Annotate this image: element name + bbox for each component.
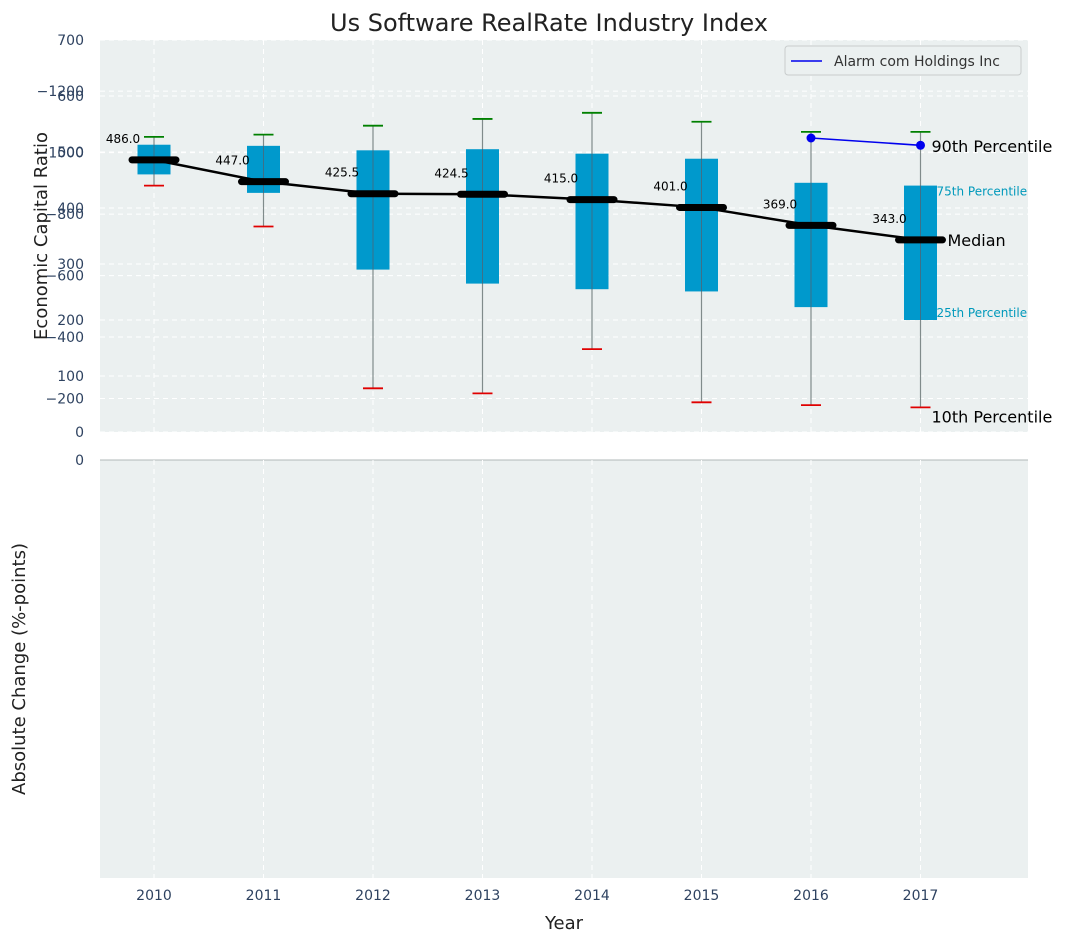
x-tick-label: 2010	[136, 888, 172, 904]
company-point	[916, 140, 925, 150]
x-axis-label: Year	[544, 913, 584, 934]
top-y-tick-label: 700	[57, 33, 84, 49]
legend-frame	[784, 45, 1022, 76]
median-value-label: 425.5	[325, 166, 359, 180]
bottom-y-tick-label: −800	[46, 207, 84, 223]
bottom-y-tick-label: −1200	[37, 84, 84, 100]
annotation-p25: 25th Percentile	[937, 306, 1028, 320]
median-value-label: 369.0	[763, 197, 797, 211]
top-y-tick-label: 600	[57, 89, 84, 105]
legend: Alarm com Holdings Inc	[784, 45, 1022, 76]
annotation-p90: 90th Percentile	[932, 137, 1053, 156]
annotation-median: Median	[948, 231, 1006, 250]
bottom-y-ticks: 0 −200 −400 −600 −800 −1000 −1200	[37, 84, 84, 469]
median-value-label: 424.5	[434, 166, 468, 180]
median-value-label: 486.0	[106, 132, 140, 146]
top-y-tick-label: 300	[57, 257, 84, 273]
top-y-axis-label: Economic Capital Ratio	[31, 132, 52, 340]
top-plot-area	[100, 40, 1028, 432]
x-tick-label: 2014	[574, 888, 610, 904]
median-value-label: 415.0	[544, 172, 578, 186]
top-y-tick-label: 500	[57, 145, 84, 161]
chart-title: Us Software RealRate Industry Index	[330, 9, 768, 37]
x-tick-label: 2016	[793, 888, 829, 904]
top-y-tick-label: 400	[57, 201, 84, 217]
annotation-p75: 75th Percentile	[937, 185, 1028, 199]
top-y-tick-label: 200	[57, 313, 84, 329]
company-line	[810, 137, 921, 147]
legend-label-company: Alarm com Holdings Inc	[834, 54, 1000, 70]
bottom-y-tick-label: 0	[75, 453, 84, 469]
x-tick-label: 2011	[246, 888, 282, 904]
company-series	[806, 133, 925, 150]
median-value-label: 343.0	[872, 212, 906, 226]
median-value-label: 447.0	[215, 154, 249, 168]
company-point	[806, 133, 816, 143]
bottom-y-axis-label: Absolute Change (%-points)	[9, 543, 30, 795]
bottom-y-tick-label: −400	[46, 330, 84, 346]
median-line	[128, 156, 946, 244]
x-ticks: 2010 2011 2012 2013 2014 2015 2016 2017	[136, 888, 938, 904]
median-labels: 486.0 447.0 425.5 424.5 415.0 401.0 369.0 343.0	[106, 132, 907, 226]
top-y-tick-label: 0	[75, 425, 84, 441]
median-value-label: 401.0	[653, 179, 687, 193]
x-tick-label: 2015	[684, 888, 720, 904]
x-tick-label: 2017	[903, 888, 939, 904]
x-tick-label: 2013	[465, 888, 501, 904]
boxes	[137, 144, 937, 320]
top-y-ticks: 0 100 200 300 400 500 600 700	[57, 33, 84, 441]
x-tick-label: 2012	[355, 888, 391, 904]
bottom-y-tick-label: −200	[46, 392, 84, 408]
top-y-tick-label: 100	[57, 369, 84, 385]
percentile-caps	[144, 111, 931, 409]
annotation-p10: 10th Percentile	[932, 407, 1053, 426]
percentile-annotations: 90th Percentile 75th Percentile Median 25th…	[932, 137, 1053, 427]
bottom-plot-area	[100, 460, 1028, 878]
bottom-y-tick-label: −1000	[37, 146, 84, 162]
bottom-y-tick-label: −600	[46, 269, 84, 285]
